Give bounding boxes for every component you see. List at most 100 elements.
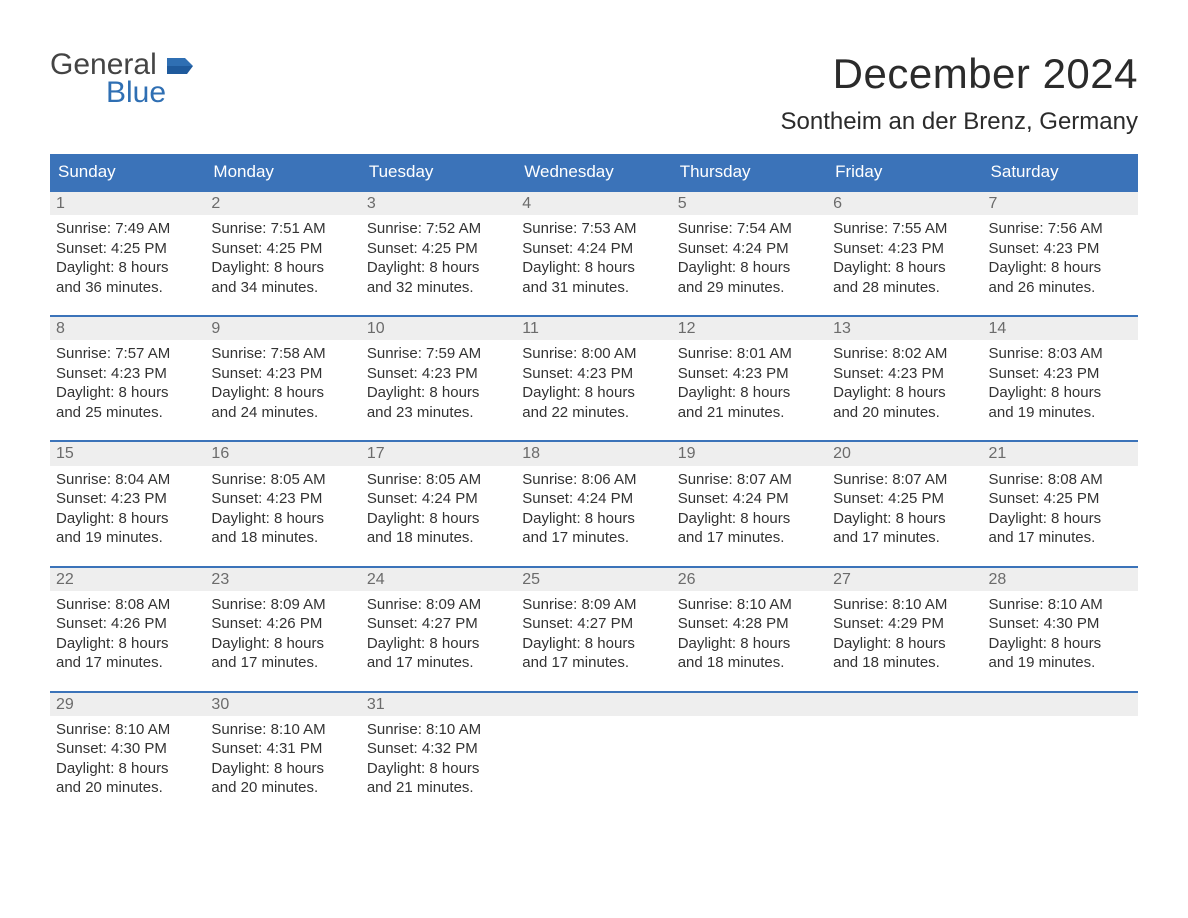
daylight-line-1: Daylight: 8 hours — [211, 383, 354, 403]
day-number: 31 — [361, 693, 516, 716]
logo: General Blue — [50, 50, 193, 108]
sunset-line: Sunset: 4:23 PM — [833, 364, 976, 384]
day-cell: 29Sunrise: 8:10 AMSunset: 4:30 PMDayligh… — [50, 693, 205, 816]
sunset-line: Sunset: 4:23 PM — [522, 364, 665, 384]
sunset-line: Sunset: 4:30 PM — [989, 614, 1132, 634]
day-number: 25 — [516, 568, 671, 591]
day-number: 28 — [983, 568, 1138, 591]
day-body: Sunrise: 8:05 AMSunset: 4:23 PMDaylight:… — [205, 466, 360, 548]
daylight-line-2: and 17 minutes. — [678, 528, 821, 548]
sunrise-line: Sunrise: 8:10 AM — [211, 720, 354, 740]
day-number: 21 — [983, 442, 1138, 465]
sunrise-line: Sunrise: 8:05 AM — [367, 470, 510, 490]
sunset-line: Sunset: 4:23 PM — [989, 364, 1132, 384]
day-number — [827, 693, 982, 716]
sunset-line: Sunset: 4:24 PM — [522, 239, 665, 259]
day-cell: 3Sunrise: 7:52 AMSunset: 4:25 PMDaylight… — [361, 192, 516, 315]
daylight-line-1: Daylight: 8 hours — [522, 634, 665, 654]
sunrise-line: Sunrise: 8:07 AM — [678, 470, 821, 490]
day-cell: 22Sunrise: 8:08 AMSunset: 4:26 PMDayligh… — [50, 568, 205, 691]
sunrise-line: Sunrise: 8:03 AM — [989, 344, 1132, 364]
daylight-line-1: Daylight: 8 hours — [989, 258, 1132, 278]
day-cell: 2Sunrise: 7:51 AMSunset: 4:25 PMDaylight… — [205, 192, 360, 315]
week-row: 22Sunrise: 8:08 AMSunset: 4:26 PMDayligh… — [50, 566, 1138, 691]
day-number — [983, 693, 1138, 716]
sunrise-line: Sunrise: 7:51 AM — [211, 219, 354, 239]
daylight-line-1: Daylight: 8 hours — [833, 383, 976, 403]
weeks-container: 1Sunrise: 7:49 AMSunset: 4:25 PMDaylight… — [50, 190, 1138, 816]
daylight-line-2: and 17 minutes. — [522, 653, 665, 673]
sunrise-line: Sunrise: 8:05 AM — [211, 470, 354, 490]
daylight-line-1: Daylight: 8 hours — [56, 509, 199, 529]
day-body: Sunrise: 8:01 AMSunset: 4:23 PMDaylight:… — [672, 340, 827, 422]
sunset-line: Sunset: 4:23 PM — [989, 239, 1132, 259]
day-cell: 26Sunrise: 8:10 AMSunset: 4:28 PMDayligh… — [672, 568, 827, 691]
sunrise-line: Sunrise: 8:07 AM — [833, 470, 976, 490]
sunset-line: Sunset: 4:27 PM — [522, 614, 665, 634]
day-body: Sunrise: 7:58 AMSunset: 4:23 PMDaylight:… — [205, 340, 360, 422]
daylight-line-1: Daylight: 8 hours — [522, 258, 665, 278]
daylight-line-2: and 21 minutes. — [678, 403, 821, 423]
sunrise-line: Sunrise: 8:10 AM — [833, 595, 976, 615]
daylight-line-2: and 36 minutes. — [56, 278, 199, 298]
day-body: Sunrise: 8:09 AMSunset: 4:27 PMDaylight:… — [361, 591, 516, 673]
day-body: Sunrise: 8:02 AMSunset: 4:23 PMDaylight:… — [827, 340, 982, 422]
day-number: 27 — [827, 568, 982, 591]
day-cell: 31Sunrise: 8:10 AMSunset: 4:32 PMDayligh… — [361, 693, 516, 816]
day-number: 8 — [50, 317, 205, 340]
day-number: 11 — [516, 317, 671, 340]
daylight-line-2: and 18 minutes. — [367, 528, 510, 548]
week-row: 8Sunrise: 7:57 AMSunset: 4:23 PMDaylight… — [50, 315, 1138, 440]
day-number: 1 — [50, 192, 205, 215]
day-cell — [827, 693, 982, 816]
day-number: 29 — [50, 693, 205, 716]
day-number: 22 — [50, 568, 205, 591]
weekday-friday: Friday — [827, 154, 982, 190]
day-number: 24 — [361, 568, 516, 591]
sunset-line: Sunset: 4:23 PM — [833, 239, 976, 259]
day-body: Sunrise: 8:06 AMSunset: 4:24 PMDaylight:… — [516, 466, 671, 548]
daylight-line-1: Daylight: 8 hours — [678, 258, 821, 278]
day-body: Sunrise: 8:08 AMSunset: 4:26 PMDaylight:… — [50, 591, 205, 673]
day-body: Sunrise: 7:53 AMSunset: 4:24 PMDaylight:… — [516, 215, 671, 297]
sunrise-line: Sunrise: 7:49 AM — [56, 219, 199, 239]
day-cell: 4Sunrise: 7:53 AMSunset: 4:24 PMDaylight… — [516, 192, 671, 315]
day-body: Sunrise: 8:07 AMSunset: 4:25 PMDaylight:… — [827, 466, 982, 548]
sunrise-line: Sunrise: 8:09 AM — [211, 595, 354, 615]
day-body: Sunrise: 8:09 AMSunset: 4:27 PMDaylight:… — [516, 591, 671, 673]
daylight-line-2: and 19 minutes. — [56, 528, 199, 548]
daylight-line-1: Daylight: 8 hours — [56, 759, 199, 779]
day-body: Sunrise: 7:49 AMSunset: 4:25 PMDaylight:… — [50, 215, 205, 297]
day-cell: 17Sunrise: 8:05 AMSunset: 4:24 PMDayligh… — [361, 442, 516, 565]
sunrise-line: Sunrise: 8:02 AM — [833, 344, 976, 364]
day-number — [672, 693, 827, 716]
sunrise-line: Sunrise: 7:52 AM — [367, 219, 510, 239]
title-block: December 2024 Sontheim an der Brenz, Ger… — [780, 50, 1138, 136]
sunset-line: Sunset: 4:24 PM — [522, 489, 665, 509]
daylight-line-2: and 17 minutes. — [989, 528, 1132, 548]
daylight-line-2: and 19 minutes. — [989, 653, 1132, 673]
daylight-line-2: and 25 minutes. — [56, 403, 199, 423]
daylight-line-1: Daylight: 8 hours — [678, 383, 821, 403]
daylight-line-2: and 17 minutes. — [211, 653, 354, 673]
daylight-line-1: Daylight: 8 hours — [367, 258, 510, 278]
sunset-line: Sunset: 4:26 PM — [56, 614, 199, 634]
daylight-line-1: Daylight: 8 hours — [367, 383, 510, 403]
sunset-line: Sunset: 4:23 PM — [367, 364, 510, 384]
logo-text-blue: Blue — [50, 78, 193, 108]
day-number: 14 — [983, 317, 1138, 340]
day-cell: 30Sunrise: 8:10 AMSunset: 4:31 PMDayligh… — [205, 693, 360, 816]
daylight-line-1: Daylight: 8 hours — [56, 634, 199, 654]
day-number: 15 — [50, 442, 205, 465]
day-cell: 18Sunrise: 8:06 AMSunset: 4:24 PMDayligh… — [516, 442, 671, 565]
daylight-line-2: and 23 minutes. — [367, 403, 510, 423]
day-cell: 5Sunrise: 7:54 AMSunset: 4:24 PMDaylight… — [672, 192, 827, 315]
day-cell: 9Sunrise: 7:58 AMSunset: 4:23 PMDaylight… — [205, 317, 360, 440]
sunrise-line: Sunrise: 8:10 AM — [989, 595, 1132, 615]
day-number: 20 — [827, 442, 982, 465]
daylight-line-2: and 24 minutes. — [211, 403, 354, 423]
daylight-line-2: and 20 minutes. — [211, 778, 354, 798]
day-cell: 13Sunrise: 8:02 AMSunset: 4:23 PMDayligh… — [827, 317, 982, 440]
week-row: 29Sunrise: 8:10 AMSunset: 4:30 PMDayligh… — [50, 691, 1138, 816]
daylight-line-1: Daylight: 8 hours — [678, 634, 821, 654]
